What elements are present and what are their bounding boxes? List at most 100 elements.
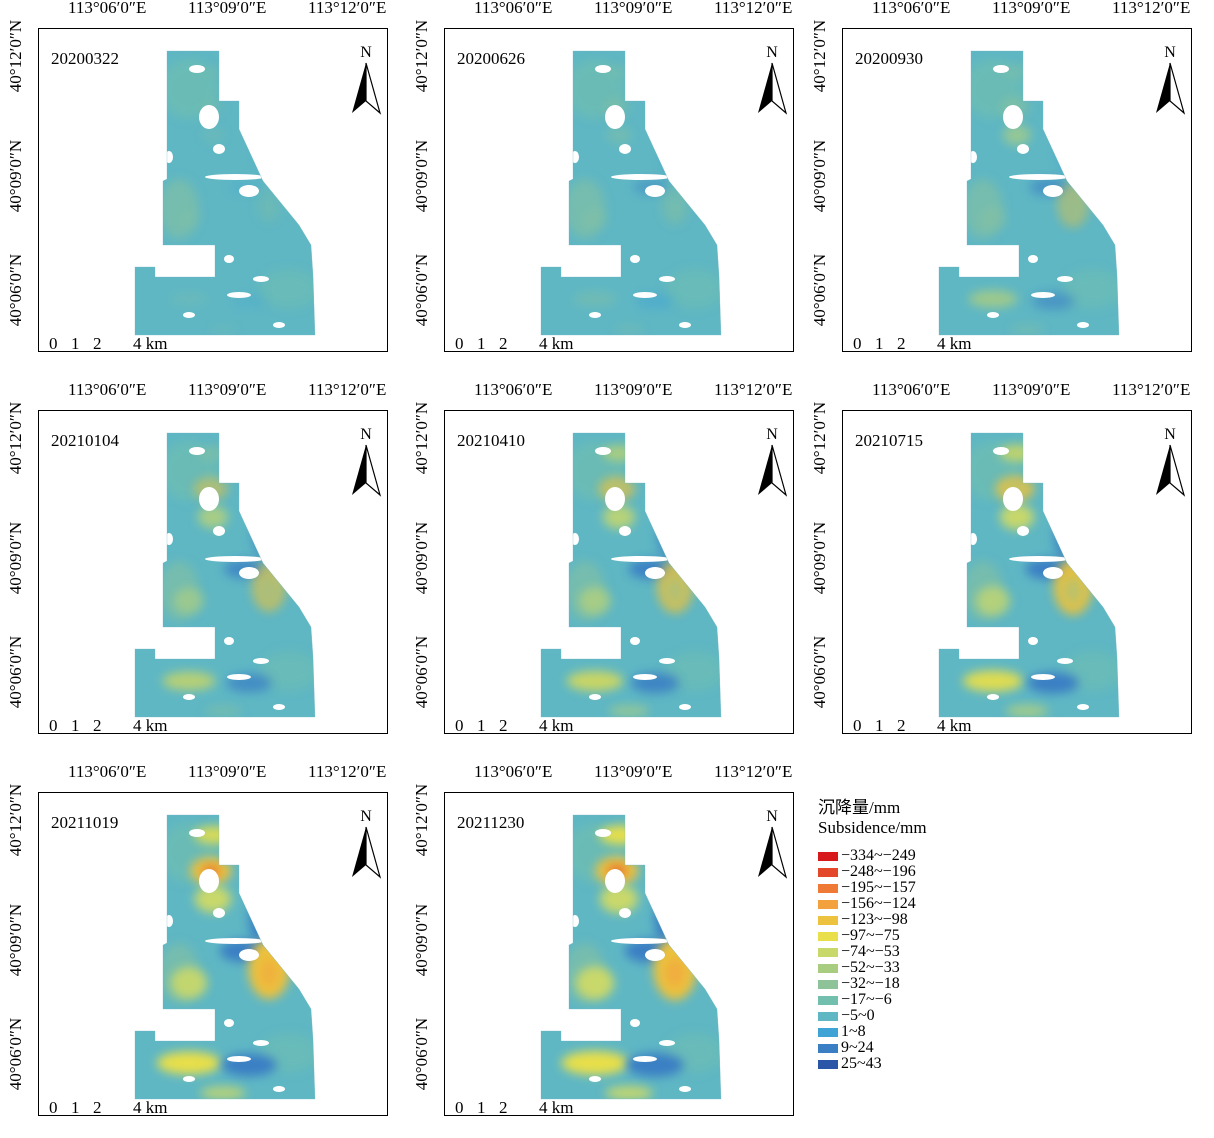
scale-bar-label: 2 <box>93 1098 102 1116</box>
scale-bar-label: 4 km <box>133 334 168 352</box>
map-frame: 20210715 N 0 1 2 4 km <box>842 410 1192 734</box>
legend-item: −123~−98 <box>818 912 927 928</box>
scale-bar-label: 1 <box>477 716 486 734</box>
legend-label: 9~24 <box>841 1039 874 1056</box>
legend-swatch <box>818 931 838 941</box>
map-frame: 20200626 N 0 1 2 4 km <box>444 28 794 352</box>
svg-text:N: N <box>766 44 778 61</box>
scale-bar-label: 2 <box>499 334 508 352</box>
map-panel: 113°06′0″E 113°09′0″E 113°12′0″E 40°12′0″N 4… <box>810 0 1200 360</box>
panel-date: 20211230 <box>457 813 525 832</box>
legend-swatch <box>818 1011 838 1021</box>
legend-swatch <box>818 995 838 1005</box>
north-arrow-icon: N <box>1156 426 1186 497</box>
legend-label: −248~−196 <box>841 863 916 880</box>
longitude-label: 113°06′0″E <box>872 0 951 17</box>
scale-bar-label: 4 km <box>539 1098 574 1116</box>
scale-bar-label: 1 <box>875 716 884 734</box>
latitude-label: 40°09′0″N <box>412 139 431 213</box>
scale-bar-label: 1 <box>875 334 884 352</box>
legend-swatch <box>818 1043 838 1053</box>
panel-date: 20210410 <box>457 431 525 450</box>
legend-label: −17~−6 <box>841 991 892 1008</box>
legend-label: −74~−53 <box>841 943 900 960</box>
scale-bar-label: 4 km <box>539 334 574 352</box>
longitude-label: 113°06′0″E <box>68 0 147 17</box>
longitude-label: 113°12′0″E <box>308 0 387 17</box>
longitude-label: 113°12′0″E <box>308 380 387 399</box>
svg-text:N: N <box>1164 426 1176 443</box>
latitude-label: 40°09′0″N <box>6 521 25 595</box>
legend-item: −195~−157 <box>818 880 927 896</box>
subsidence-map <box>540 432 722 718</box>
scale-bar-label: 0 <box>455 1098 464 1116</box>
longitude-label: 113°09′0″E <box>188 0 267 17</box>
legend: 沉降量/mm Subsidence/mm −334~−249 −248~−196−… <box>818 798 927 1072</box>
latitude-label: 40°12′0″N <box>412 783 431 857</box>
scale-bar-label: 2 <box>897 716 906 734</box>
latitude-label: 40°06′0″N <box>412 1017 431 1091</box>
scale-bar-label: 0 <box>853 334 862 352</box>
longitude-label: 113°06′0″E <box>68 762 147 781</box>
legend-label: −334~−249 <box>841 847 916 864</box>
latitude-label: 40°06′0″N <box>6 253 25 327</box>
scale-bar-label: 1 <box>477 1098 486 1116</box>
scale-bar-label: 4 km <box>133 716 168 734</box>
latitude-label: 40°12′0″N <box>810 19 829 93</box>
legend-label: 25~43 <box>841 1055 882 1072</box>
latitude-label: 40°12′0″N <box>6 19 25 93</box>
svg-text:N: N <box>1164 44 1176 61</box>
latitude-label: 40°06′0″N <box>810 635 829 709</box>
legend-label: −156~−124 <box>841 895 916 912</box>
legend-item: −74~−53 <box>818 944 927 960</box>
scale-bar-label: 2 <box>93 716 102 734</box>
latitude-label: 40°09′0″N <box>6 903 25 977</box>
map-panel: 113°06′0″E 113°09′0″E 113°12′0″E 40°12′0″N 4… <box>412 0 802 360</box>
legend-label: −97~−75 <box>841 927 900 944</box>
north-arrow-icon: N <box>758 426 788 497</box>
north-arrow-icon: N <box>352 426 382 497</box>
scale-bar-label: 1 <box>71 716 80 734</box>
scale-bar-label: 4 km <box>539 716 574 734</box>
panel-date: 20200626 <box>457 49 525 68</box>
legend-swatch <box>818 947 838 957</box>
legend-item: 9~24 <box>818 1040 927 1056</box>
scale-bar-label: 2 <box>897 334 906 352</box>
longitude-label: 113°12′0″E <box>1112 0 1191 17</box>
legend-list: −334~−249 −248~−196 −195~−157 −156~−124 −123… <box>818 848 927 1072</box>
scale-bar-label: 0 <box>49 334 58 352</box>
map-frame: 20211230 N 0 1 2 4 km <box>444 792 794 1116</box>
subsidence-map <box>134 814 316 1100</box>
latitude-label: 40°12′0″N <box>6 401 25 475</box>
scale-bar-label: 4 km <box>937 716 972 734</box>
longitude-label: 113°12′0″E <box>714 762 793 781</box>
legend-item: −17~−6 <box>818 992 927 1008</box>
legend-swatch <box>818 963 838 973</box>
latitude-label: 40°06′0″N <box>412 253 431 327</box>
legend-item: −5~0 <box>818 1008 927 1024</box>
latitude-label: 40°12′0″N <box>810 401 829 475</box>
subsidence-map <box>938 432 1120 718</box>
latitude-label: 40°06′0″N <box>412 635 431 709</box>
scale-bar-label: 0 <box>49 716 58 734</box>
legend-title-en: Subsidence/mm <box>818 818 927 837</box>
scale-bar-label: 4 km <box>133 1098 168 1116</box>
longitude-label: 113°09′0″E <box>992 380 1071 399</box>
latitude-label: 40°09′0″N <box>412 903 431 977</box>
north-arrow-icon: N <box>352 808 382 879</box>
latitude-label: 40°06′0″N <box>6 635 25 709</box>
longitude-label: 113°06′0″E <box>474 0 553 17</box>
scale-bar-label: 2 <box>499 716 508 734</box>
svg-text:N: N <box>360 808 372 825</box>
map-panel: 113°06′0″E 113°09′0″E 113°12′0″E 40°12′0″N 4… <box>412 380 802 742</box>
scale-bar-label: 1 <box>71 334 80 352</box>
latitude-label: 40°09′0″N <box>810 139 829 213</box>
latitude-label: 40°12′0″N <box>412 401 431 475</box>
latitude-label: 40°09′0″N <box>6 139 25 213</box>
longitude-label: 113°06′0″E <box>872 380 951 399</box>
legend-item: 1~8 <box>818 1024 927 1040</box>
map-frame: 20200930 N 0 1 2 4 km <box>842 28 1192 352</box>
scale-bar-label: 1 <box>71 1098 80 1116</box>
latitude-label: 40°12′0″N <box>412 19 431 93</box>
legend-swatch <box>818 851 838 861</box>
